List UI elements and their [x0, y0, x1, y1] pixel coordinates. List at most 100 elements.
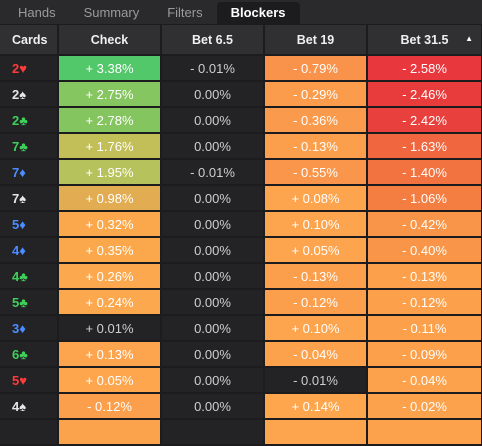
bet-6-5-cell: 0.00%	[161, 211, 265, 238]
bet-19-cell: + 0.14%	[264, 393, 368, 420]
card-cell: 7♣	[0, 133, 59, 160]
table-row[interactable]: 4♣ + 0.26% 0.00% - 0.13% - 0.13%	[0, 263, 482, 290]
bet-31-5-cell: - 2.58%	[367, 55, 482, 82]
card-cell: 4♦	[0, 237, 59, 264]
card-cell: 7♦	[0, 159, 59, 186]
bet-31-5-cell: - 2.46%	[367, 81, 482, 108]
table-row[interactable]: 5♣ + 0.24% 0.00% - 0.12% - 0.12%	[0, 289, 482, 316]
bet-6-5-cell	[161, 419, 265, 446]
table-row[interactable]: 5♦ + 0.32% 0.00% + 0.10% - 0.42%	[0, 211, 482, 238]
suit-spades-icon: ♠	[19, 86, 27, 102]
tab-hands[interactable]: Hands	[18, 5, 56, 20]
card-cell: 6♣	[0, 341, 59, 368]
card-rank: 7	[12, 164, 20, 180]
bet-19-cell: + 0.10%	[264, 315, 368, 342]
tab-filters[interactable]: Filters	[167, 5, 203, 20]
bet-31-5-cell	[367, 419, 482, 446]
bet-6-5-cell: 0.00%	[161, 81, 265, 108]
table-row[interactable]: 7♠ + 0.98% 0.00% + 0.08% - 1.06%	[0, 185, 482, 212]
table-row[interactable]: 4♠ - 0.12% 0.00% + 0.14% - 0.02%	[0, 393, 482, 420]
column-header-bet-19[interactable]: Bet 19	[264, 25, 368, 56]
table-row[interactable]: 2♠ + 2.75% 0.00% - 0.29% - 2.46%	[0, 81, 482, 108]
column-header-bet-31-5-label: Bet 31.5	[400, 32, 449, 47]
bet-31-5-cell: - 0.09%	[367, 341, 482, 368]
check-cell: + 0.01%	[58, 315, 162, 342]
suit-spades-icon: ♠	[19, 398, 27, 414]
suit-spades-icon: ♠	[19, 190, 27, 206]
table-row[interactable]: 2♥ + 3.38% - 0.01% - 0.79% - 2.58%	[0, 55, 482, 82]
table-row[interactable]: 4♦ + 0.35% 0.00% + 0.05% - 0.40%	[0, 237, 482, 264]
suit-diamonds-icon: ♦	[19, 320, 26, 336]
table-row[interactable]: 7♣ + 1.76% 0.00% - 0.13% - 1.63%	[0, 133, 482, 160]
check-cell: + 0.05%	[58, 367, 162, 394]
card-cell: 5♥	[0, 367, 59, 394]
table-header-row: Cards Check Bet 6.5 Bet 19 Bet 31.5 ▲	[0, 25, 482, 56]
table-row[interactable]: 7♦ + 1.95% - 0.01% - 0.55% - 1.40%	[0, 159, 482, 186]
table-row[interactable]: 5♥ + 0.05% 0.00% - 0.01% - 0.04%	[0, 367, 482, 394]
column-header-check[interactable]: Check	[58, 25, 162, 56]
check-cell: + 1.76%	[58, 133, 162, 160]
bet-31-5-cell: - 0.02%	[367, 393, 482, 420]
bet-19-cell: - 0.12%	[264, 289, 368, 316]
bet-19-cell: - 0.36%	[264, 107, 368, 134]
bet-6-5-cell: 0.00%	[161, 133, 265, 160]
card-rank: 2	[12, 60, 20, 76]
card-rank: 4	[12, 398, 20, 414]
bet-6-5-cell: 0.00%	[161, 263, 265, 290]
card-rank: 2	[12, 112, 20, 128]
bet-6-5-cell: 0.00%	[161, 107, 265, 134]
check-cell: + 0.13%	[58, 341, 162, 368]
card-rank: 7	[12, 138, 20, 154]
bet-6-5-cell: 0.00%	[161, 237, 265, 264]
bet-31-5-cell: - 1.63%	[367, 133, 482, 160]
check-cell: + 0.98%	[58, 185, 162, 212]
card-cell	[0, 419, 59, 446]
check-cell: + 0.32%	[58, 211, 162, 238]
check-cell: + 0.24%	[58, 289, 162, 316]
suit-diamonds-icon: ♦	[19, 164, 26, 180]
table-row[interactable]	[0, 419, 482, 446]
table-row[interactable]: 2♣ + 2.78% 0.00% - 0.36% - 2.42%	[0, 107, 482, 134]
suit-hearts-icon: ♥	[19, 60, 27, 76]
bet-19-cell	[264, 419, 368, 446]
bet-6-5-cell: 0.00%	[161, 367, 265, 394]
card-cell: 5♣	[0, 289, 59, 316]
tab-summary[interactable]: Summary	[83, 5, 140, 20]
card-cell: 5♦	[0, 211, 59, 238]
bet-31-5-cell: - 2.42%	[367, 107, 482, 134]
card-rank: 4	[12, 242, 20, 258]
card-rank: 7	[12, 190, 20, 206]
bet-6-5-cell: 0.00%	[161, 289, 265, 316]
table-row[interactable]: 3♦ + 0.01% 0.00% + 0.10% - 0.11%	[0, 315, 482, 342]
bet-31-5-cell: - 0.04%	[367, 367, 482, 394]
suit-clubs-icon: ♣	[19, 294, 28, 310]
column-header-bet-6-5[interactable]: Bet 6.5	[161, 25, 265, 56]
sort-ascending-icon[interactable]: ▲	[465, 34, 473, 43]
card-rank: 5	[12, 216, 20, 232]
suit-diamonds-icon: ♦	[19, 242, 26, 258]
suit-clubs-icon: ♣	[19, 112, 28, 128]
check-cell: + 1.95%	[58, 159, 162, 186]
bet-31-5-cell: - 0.13%	[367, 263, 482, 290]
tab-blockers[interactable]: Blockers	[216, 2, 300, 24]
check-cell: + 2.75%	[58, 81, 162, 108]
bet-19-cell: + 0.08%	[264, 185, 368, 212]
bet-31-5-cell: - 0.11%	[367, 315, 482, 342]
card-cell: 3♦	[0, 315, 59, 342]
bet-19-cell: - 0.29%	[264, 81, 368, 108]
card-cell: 2♣	[0, 107, 59, 134]
suit-diamonds-icon: ♦	[19, 216, 26, 232]
check-cell: + 3.38%	[58, 55, 162, 82]
suit-clubs-icon: ♣	[19, 346, 28, 362]
table-row[interactable]: 6♣ + 0.13% 0.00% - 0.04% - 0.09%	[0, 341, 482, 368]
bet-19-cell: - 0.79%	[264, 55, 368, 82]
column-header-cards[interactable]: Cards	[0, 25, 59, 56]
check-cell: - 0.12%	[58, 393, 162, 420]
column-header-bet-31-5[interactable]: Bet 31.5 ▲	[367, 25, 482, 56]
check-cell: + 0.35%	[58, 237, 162, 264]
bet-6-5-cell: 0.00%	[161, 315, 265, 342]
card-rank: 2	[12, 86, 20, 102]
card-rank: 6	[12, 346, 20, 362]
bet-6-5-cell: 0.00%	[161, 393, 265, 420]
card-cell: 2♥	[0, 55, 59, 82]
